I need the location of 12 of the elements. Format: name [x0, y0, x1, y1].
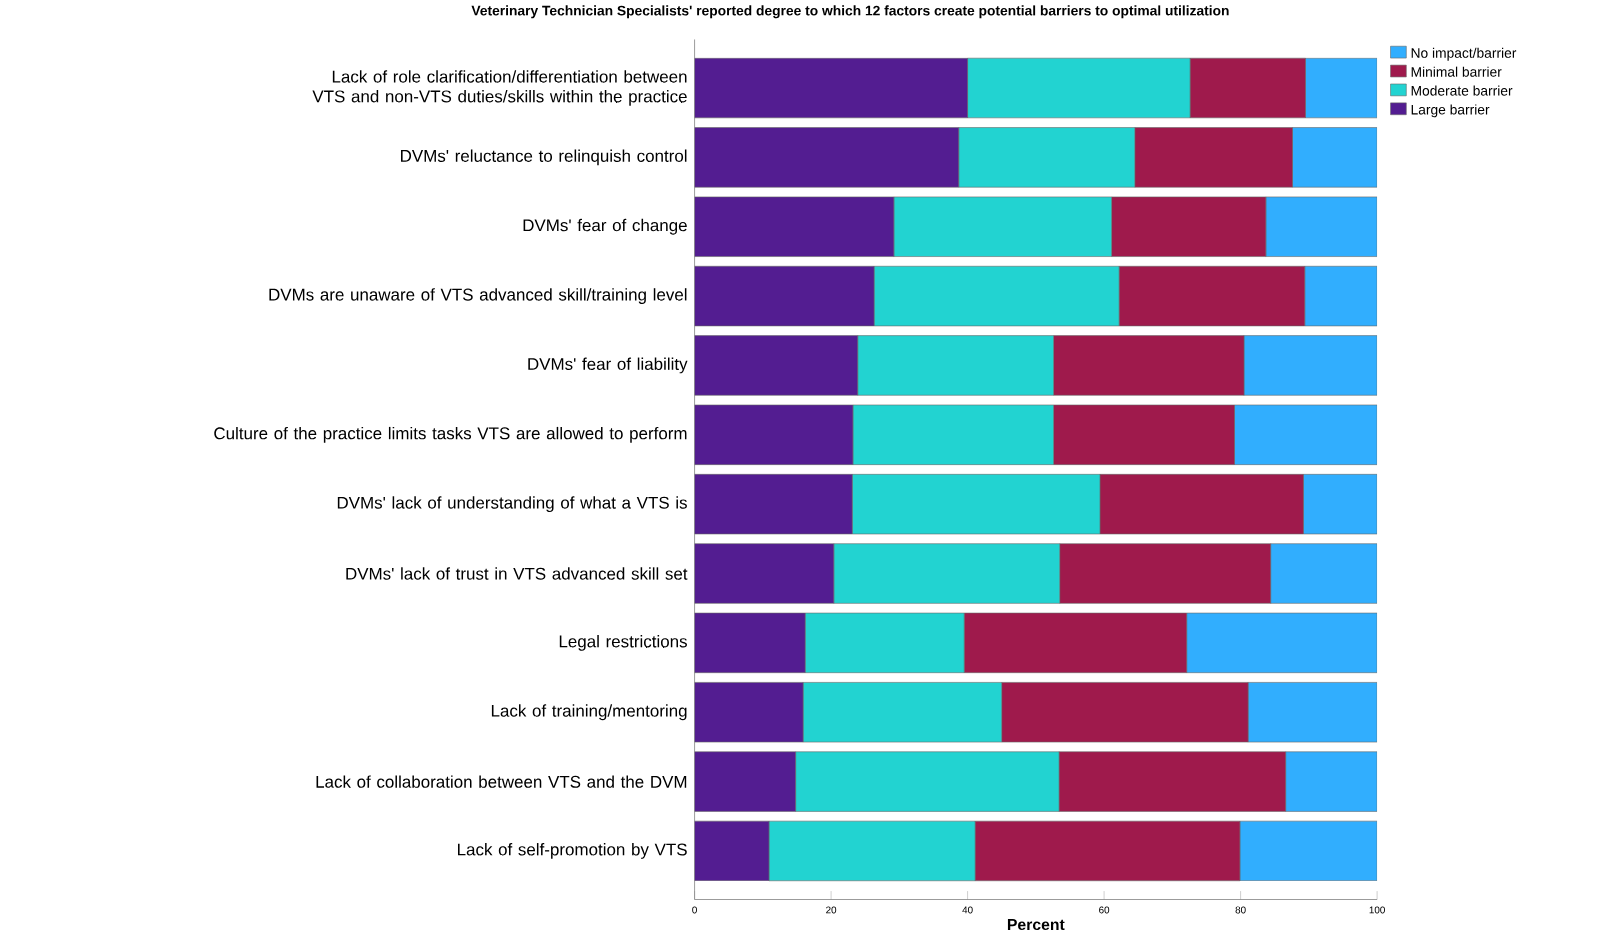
y-tick-label: Culture of the practice limits tasks VTS are allowed to perform [214, 426, 687, 443]
y-tick-label: DVMs are unaware of VTS advanced skill/training level [269, 287, 687, 304]
y-tick-label: DVMs' reluctance to relinquish control [401, 149, 687, 165]
y-tick-label: DVMs' fear of change [523, 218, 687, 235]
y-tick-label: DVMs' fear of liability [528, 357, 688, 373]
y-tick-label: DVMs' lack of understanding of what a VTS is [337, 495, 687, 512]
y-tick-label: Lack of role clarification/differentiation between VTS and non-VTS duties/skills within the practice [312, 69, 687, 106]
y-tick-label: Lack of self-promotion by VTS [458, 842, 687, 859]
y-tick-label: Legal restrictions [559, 634, 687, 651]
y-tick-label: Lack of training/mentoring [491, 703, 687, 720]
y-tick-label: Lack of collaboration between VTS and the DVM [316, 775, 687, 788]
y-tick-label: DVMs' lack of trust in VTS advanced skill set [346, 566, 688, 580]
